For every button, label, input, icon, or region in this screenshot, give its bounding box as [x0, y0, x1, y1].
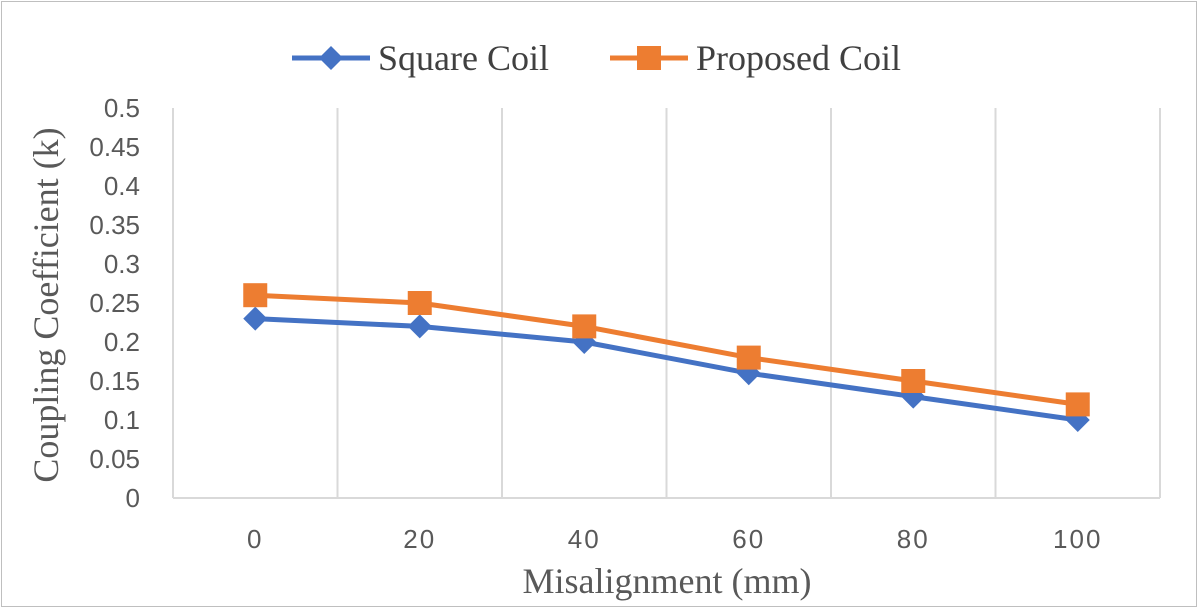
data-point-proposed-coil	[572, 314, 597, 339]
gridlines	[172, 108, 1161, 498]
y-tick-label: 0.35	[89, 210, 140, 240]
x-tick-label: 40	[568, 524, 601, 554]
data-point-proposed-coil	[736, 345, 761, 370]
y-tick-label: 0	[126, 483, 140, 513]
legend-label-proposed-coil: Proposed Coil	[696, 38, 901, 78]
y-tick-label: 0.3	[104, 249, 140, 279]
data-point-square-coil	[243, 306, 268, 331]
y-tick-label: 0.5	[104, 93, 140, 123]
y-tick-label: 0.15	[89, 366, 140, 396]
x-tick-label: 80	[897, 524, 930, 554]
y-axis-title: Coupling Coefficient (k)	[26, 127, 66, 482]
data-point-proposed-coil	[1065, 392, 1090, 417]
y-tick-label: 0.45	[89, 132, 140, 162]
series-line-square-coil	[255, 316, 1079, 423]
data-point-proposed-coil	[407, 291, 432, 315]
series-group	[243, 283, 1090, 432]
y-tick-label: 0.4	[104, 171, 140, 201]
y-tick-label: 0.05	[89, 444, 140, 474]
y-tick-label: 0.25	[89, 288, 140, 318]
x-tick-label: 20	[403, 524, 436, 554]
x-tick-label: 60	[732, 524, 765, 554]
legend: Square Coil Proposed Coil	[292, 38, 901, 78]
series-line-proposed-coil	[255, 292, 1079, 407]
x-tick-label: 0	[247, 524, 263, 554]
y-tick-label: 0.2	[104, 327, 140, 357]
y-tick-labels: 0 0.05 0.1 0.15 0.2 0.25 0.3 0.35 0.4 0.45 0.5	[89, 93, 140, 513]
x-tick-labels: 0 20 40 60 80 100	[247, 524, 1102, 554]
data-point-square-coil	[407, 314, 432, 339]
data-point-proposed-coil	[243, 283, 268, 308]
y-tick-label: 0.1	[104, 405, 140, 435]
x-axis-title: Misalignment (mm)	[523, 561, 812, 601]
legend-marker-square-coil	[319, 46, 343, 70]
legend-marker-proposed-coil	[637, 46, 661, 70]
legend-label-square-coil: Square Coil	[378, 38, 549, 78]
x-tick-label: 100	[1053, 524, 1102, 554]
data-point-proposed-coil	[901, 369, 926, 393]
